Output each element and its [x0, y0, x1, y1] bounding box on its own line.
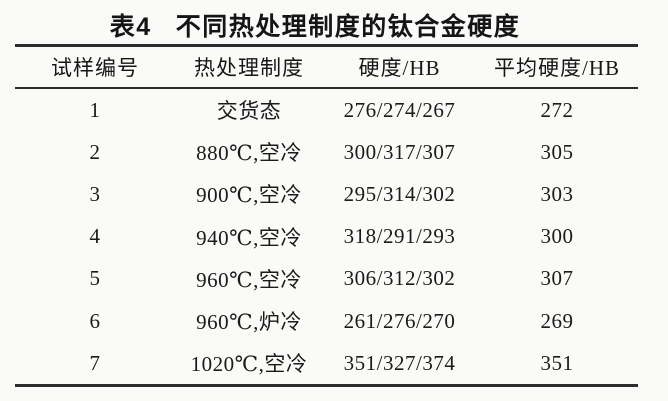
cell-sample-id: 2: [89, 139, 101, 164]
table-row: 1 交货态 276/274/267 272: [15, 89, 638, 131]
table-header-row: 试样编号 热处理制度 硬度/HB 平均硬度/HB: [15, 47, 638, 89]
col-header-heat-treatment: 热处理制度: [194, 56, 304, 80]
cell-hardness: 318/291/293: [343, 224, 456, 249]
table-row: 7 1020℃,空冷 351/327/374 351: [15, 342, 638, 384]
cell-heat-treatment: 1020℃,空冷: [190, 352, 308, 377]
table-number-label: 表4: [109, 13, 152, 41]
cell-sample-id: 7: [89, 350, 101, 375]
cell-hardness: 276/274/267: [343, 97, 456, 122]
cell-avg-hardness: 307: [540, 266, 574, 291]
cell-heat-treatment: 交货态: [216, 99, 282, 124]
cell-avg-hardness: 269: [540, 308, 574, 333]
cell-heat-treatment: 960℃,空冷: [196, 267, 302, 292]
cell-heat-treatment: 940℃,空冷: [196, 225, 302, 250]
cell-avg-hardness: 351: [540, 350, 574, 375]
cell-heat-treatment: 900℃,空冷: [196, 183, 302, 208]
cell-avg-hardness: 272: [540, 97, 574, 122]
cell-hardness: 261/276/270: [343, 308, 456, 333]
cell-hardness: 351/327/374: [343, 350, 456, 375]
table-row: 4 940℃,空冷 318/291/293 300: [15, 216, 638, 258]
cell-avg-hardness: 300: [540, 224, 574, 249]
cell-sample-id: 4: [89, 224, 101, 249]
cell-sample-id: 6: [89, 308, 101, 333]
cell-sample-id: 1: [89, 97, 101, 122]
table-title-text: 不同热处理制度的钛合金硬度: [175, 13, 521, 41]
cell-hardness: 295/314/302: [343, 181, 456, 206]
col-header-avg-hardness: 平均硬度/HB: [493, 56, 620, 80]
cell-avg-hardness: 303: [540, 181, 574, 206]
table-row: 2 880℃,空冷 300/317/307 305: [15, 131, 638, 173]
cell-avg-hardness: 305: [540, 139, 574, 164]
cell-heat-treatment: 880℃,空冷: [196, 141, 302, 166]
table-row: 5 960℃,空冷 306/312/302 307: [15, 258, 638, 300]
cell-sample-id: 3: [89, 181, 101, 206]
table-body: 1 交货态 276/274/267 272 2 880℃,空冷 300/317/…: [15, 89, 638, 384]
hardness-table: 试样编号 热处理制度 硬度/HB 平均硬度/HB 1 交货态 276/274/2…: [15, 44, 638, 388]
cell-heat-treatment: 960℃,炉冷: [196, 310, 302, 335]
cell-hardness: 300/317/307: [343, 139, 456, 164]
table-title: 表4 不同热处理制度的钛合金硬度: [15, 7, 615, 43]
cell-hardness: 306/312/302: [343, 266, 456, 291]
table-row: 6 960℃,炉冷 261/276/270 269: [15, 300, 638, 342]
table-row: 3 900℃,空冷 295/314/302 303: [15, 173, 638, 215]
cell-sample-id: 5: [89, 266, 101, 291]
col-header-hardness: 硬度/HB: [358, 56, 441, 80]
col-header-sample-id: 试样编号: [51, 56, 139, 80]
